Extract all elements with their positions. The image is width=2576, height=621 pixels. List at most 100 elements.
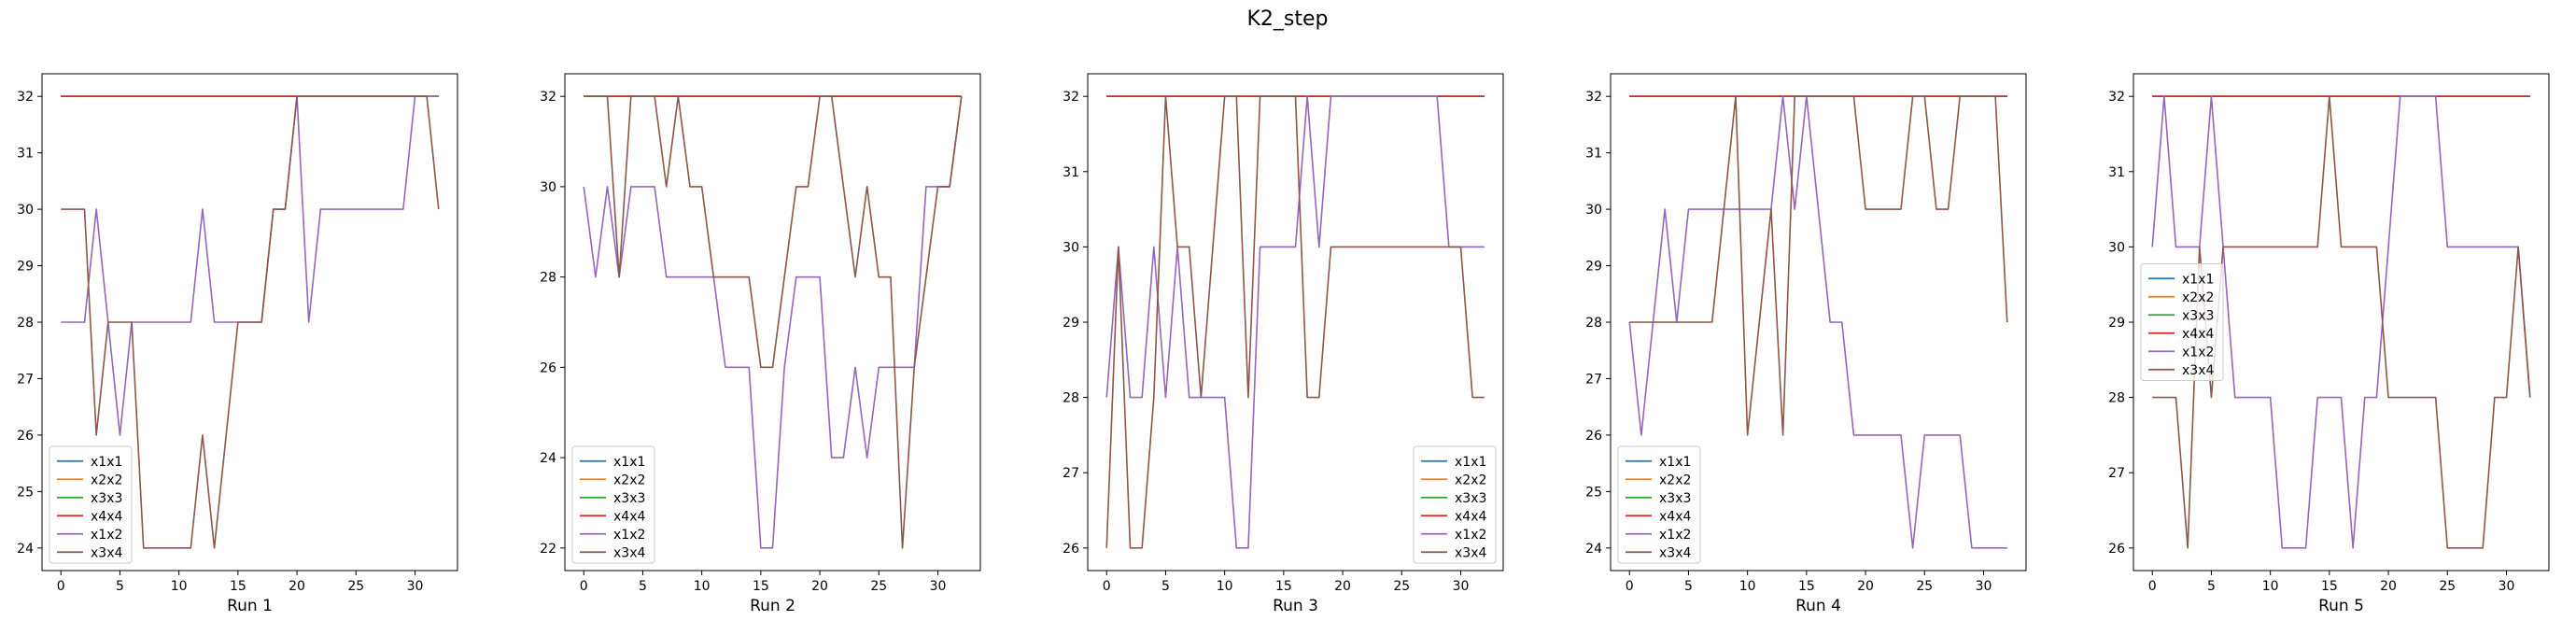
y-tick-label: 28 (540, 271, 556, 286)
y-tick-label: 30 (1063, 240, 1079, 255)
x-tick-label: 15 (230, 579, 246, 594)
x-tick-label: 15 (753, 579, 769, 594)
y-tick-label: 26 (17, 429, 34, 444)
legend-label-x3x3: x3x3 (2182, 308, 2214, 323)
series-line-x1x2 (1628, 95, 2007, 549)
legend: x1x1 x2x2 x3x3 x4x4 x1x2 x3x4 (571, 445, 655, 564)
y-tick-label: 27 (17, 372, 34, 387)
x-tick-label: 30 (2499, 579, 2515, 594)
y-tick-label: 32 (1585, 90, 1602, 105)
legend-label-x1x1: x1x1 (2182, 272, 2214, 287)
legend-label-x1x1: x1x1 (1659, 455, 1691, 470)
legend-label-x4x4: x4x4 (2182, 327, 2214, 342)
y-tick-label: 32 (540, 90, 556, 105)
y-tick-label: 31 (2108, 165, 2125, 180)
x-tick-label: 25 (1393, 579, 1410, 594)
y-tick-label: 24 (540, 451, 556, 466)
y-tick-label: 25 (17, 485, 34, 500)
legend-label-x2x2: x2x2 (91, 473, 122, 487)
x-tick-label: 25 (347, 579, 364, 594)
legend-label-x2x2: x2x2 (1455, 473, 1486, 487)
legend: x1x1 x2x2 x3x3 x4x4 x1x2 x3x4 (2140, 263, 2224, 381)
legend-label-x3x4: x3x4 (2182, 363, 2214, 378)
legend-label-x2x2: x2x2 (613, 473, 645, 487)
y-tick-label: 30 (1585, 203, 1602, 218)
plot-frame (564, 73, 981, 572)
y-tick-label: 22 (540, 542, 556, 557)
legend-label-x3x3: x3x3 (1455, 491, 1486, 506)
legend-label-x2x2: x2x2 (1659, 473, 1691, 487)
x-tick-label: 15 (2321, 579, 2338, 594)
series-line-x3x4 (584, 95, 963, 549)
legend-label-x1x2: x1x2 (1455, 528, 1486, 543)
x-tick-label: 5 (2207, 579, 2216, 594)
x-tick-label: 5 (1684, 579, 1693, 594)
y-tick-label: 32 (17, 90, 34, 105)
subplot-run-2: 0 5 10 15 20 25 30 22 24 26 28 30 32 Run 2 x1x1 x2x2 x3x… (540, 73, 981, 615)
x-axis-label: Run 3 (1273, 597, 1318, 615)
series-line-x3x4 (1629, 95, 2008, 436)
x-tick-label: 10 (171, 579, 188, 594)
y-tick-label: 27 (2108, 466, 2125, 481)
x-tick-label: 0 (2148, 579, 2157, 594)
legend-label-x3x4: x3x4 (613, 545, 645, 560)
x-tick-label: 0 (57, 579, 65, 594)
legend-label-x1x1: x1x1 (613, 455, 645, 470)
y-tick-label: 26 (1585, 429, 1602, 444)
y-tick-label: 32 (2108, 90, 2125, 105)
y-tick-label: 28 (17, 316, 34, 331)
legend-label-x2x2: x2x2 (2182, 290, 2214, 305)
legend-label-x3x3: x3x3 (1659, 491, 1691, 506)
x-tick-label: 0 (1103, 579, 1111, 594)
x-tick-label: 30 (1453, 579, 1470, 594)
y-tick-label: 30 (17, 203, 34, 218)
y-tick-label: 32 (1063, 90, 1079, 105)
series-line-x1x2 (583, 96, 963, 549)
figure-title: K2_step (1246, 7, 1328, 31)
y-tick-label: 31 (1063, 165, 1079, 180)
y-tick-label: 31 (17, 147, 34, 162)
x-tick-label: 10 (694, 579, 711, 594)
y-tick-label: 26 (2108, 542, 2125, 557)
x-tick-label: 0 (1626, 579, 1634, 594)
series-line-x1x2 (2151, 95, 2531, 549)
x-tick-label: 5 (116, 579, 124, 594)
x-tick-label: 25 (870, 579, 887, 594)
y-tick-label: 28 (1585, 316, 1602, 331)
y-tick-label: 29 (1063, 316, 1079, 331)
y-tick-label: 29 (17, 260, 34, 275)
x-tick-label: 30 (930, 579, 947, 594)
legend-label-x4x4: x4x4 (1659, 509, 1691, 524)
legend-label-x1x2: x1x2 (1659, 528, 1691, 543)
x-tick-label: 20 (811, 579, 828, 594)
x-axis-label: Run 5 (2318, 597, 2364, 615)
y-tick-label: 28 (2108, 391, 2125, 406)
x-tick-label: 20 (1334, 579, 1351, 594)
x-tick-label: 30 (407, 579, 424, 594)
legend-label-x1x1: x1x1 (91, 455, 122, 470)
legend-label-x3x3: x3x3 (613, 491, 645, 506)
y-tick-label: 30 (2108, 240, 2125, 255)
y-tick-label: 27 (1585, 372, 1602, 387)
legend-label-x3x3: x3x3 (91, 491, 122, 506)
legend-label-x3x4: x3x4 (1455, 545, 1486, 560)
x-tick-label: 10 (2262, 579, 2279, 594)
x-tick-label: 5 (639, 579, 647, 594)
y-tick-label: 28 (1063, 391, 1079, 406)
legend-label-x4x4: x4x4 (613, 509, 645, 524)
legend: x1x1 x2x2 x3x3 x4x4 x1x2 x3x4 (49, 445, 133, 564)
legend-label-x1x2: x1x2 (91, 528, 122, 543)
legend-label-x4x4: x4x4 (91, 509, 122, 524)
series-line-x1x2 (1105, 95, 1485, 549)
series-line-x3x4 (61, 95, 440, 549)
legend-label-x4x4: x4x4 (1455, 509, 1486, 524)
x-tick-label: 15 (1798, 579, 1815, 594)
y-tick-label: 29 (1585, 260, 1602, 275)
x-axis-label: Run 1 (227, 597, 273, 615)
legend-label-x1x2: x1x2 (2182, 345, 2214, 360)
y-tick-label: 25 (1585, 485, 1602, 500)
legend-label-x1x2: x1x2 (613, 528, 645, 543)
